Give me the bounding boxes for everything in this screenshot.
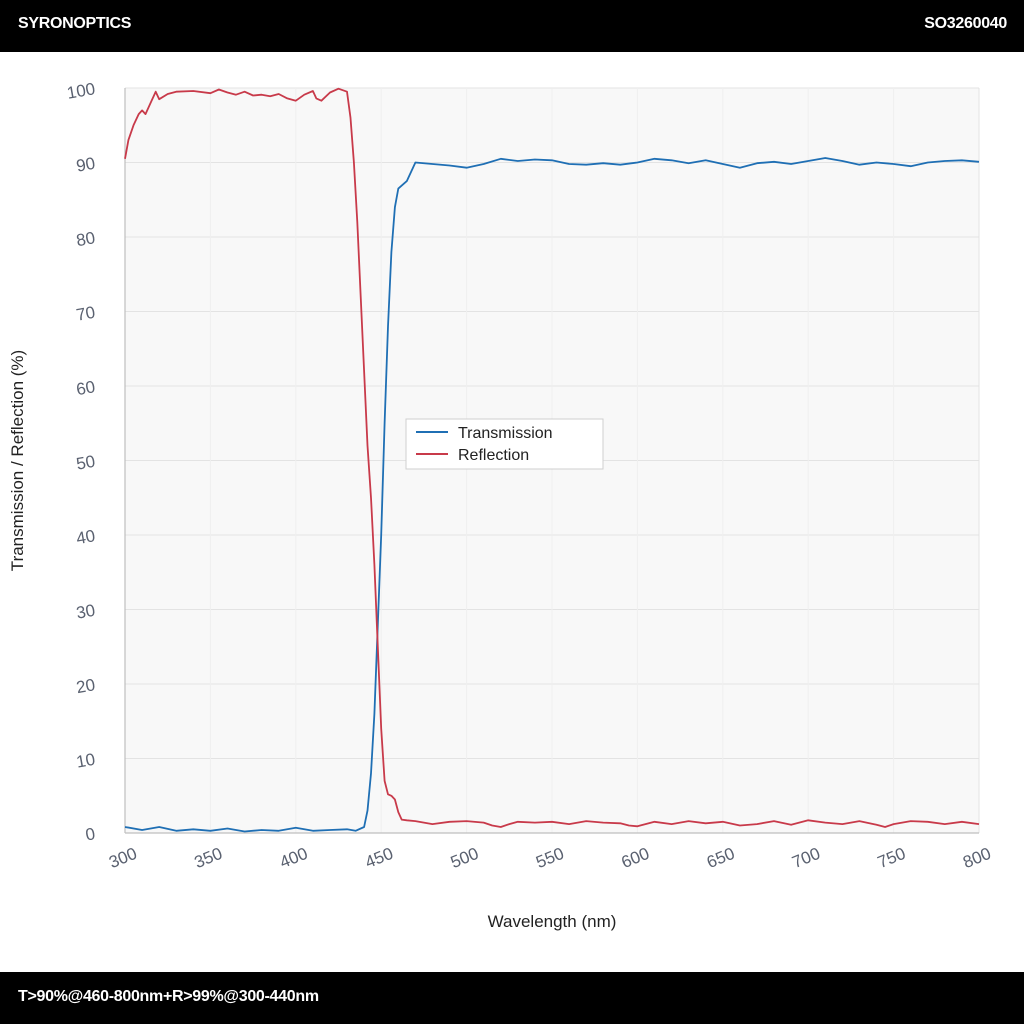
x-tick-label: 750	[875, 844, 908, 872]
y-tick-label: 100	[65, 79, 96, 103]
y-tick-label: 30	[75, 601, 97, 623]
x-tick-label: 700	[789, 844, 822, 872]
x-tick-label: 550	[533, 844, 566, 872]
brand-name: SYRONOPTICS	[18, 15, 132, 32]
footer-bar: T>90%@460-800nm+R>99%@300-440nm	[0, 972, 1024, 1024]
y-tick-label: 40	[75, 526, 97, 548]
y-tick-label: 60	[75, 377, 97, 399]
y-tick-label: 90	[75, 154, 97, 176]
legend-label-transmission: Transmission	[458, 425, 553, 442]
series-line-transmission	[124, 157, 980, 833]
x-tick-label: 300	[106, 844, 139, 872]
series-line-reflection	[124, 87, 980, 828]
spec-text: T>90%@460-800nm+R>99%@300-440nm	[18, 988, 319, 1005]
x-tick-label: 500	[448, 844, 481, 872]
x-tick-label: 350	[192, 844, 225, 872]
header-bar: SYRONOPTICS SO3260040	[0, 0, 1024, 52]
y-tick-label: 50	[75, 452, 97, 474]
y-tick-label: 10	[75, 750, 97, 772]
x-tick-label: 600	[619, 844, 652, 872]
series-lines	[124, 87, 980, 833]
y-tick-label: 20	[75, 675, 97, 697]
x-axis-title: Wavelength (nm)	[488, 912, 617, 931]
y-tick-label: 80	[75, 228, 97, 250]
y-axis-title: Transmission / Reflection (%)	[8, 350, 27, 571]
x-tick-label: 400	[277, 844, 310, 872]
spectrum-chart: 300 350 400 450 500 550 600 650 700 750 800 0 10 20 3…	[8, 79, 994, 931]
y-tick-label: 70	[75, 303, 97, 325]
legend-box	[405, 418, 604, 470]
x-tick-label: 650	[704, 844, 737, 872]
x-tick-label: 800	[960, 844, 993, 872]
legend: Transmission Reflection	[405, 418, 604, 470]
y-tick-labels: 0 10 20 30 40 50 60 70 80 90 100	[65, 79, 96, 844]
product-code: SO3260040	[924, 15, 1007, 32]
legend-label-reflection: Reflection	[458, 447, 529, 464]
x-tick-label: 450	[362, 844, 395, 872]
axes	[124, 88, 979, 834]
x-tick-labels: 300 350 400 450 500 550 600 650 700 750 800	[106, 844, 993, 872]
y-tick-label: 0	[84, 824, 97, 844]
